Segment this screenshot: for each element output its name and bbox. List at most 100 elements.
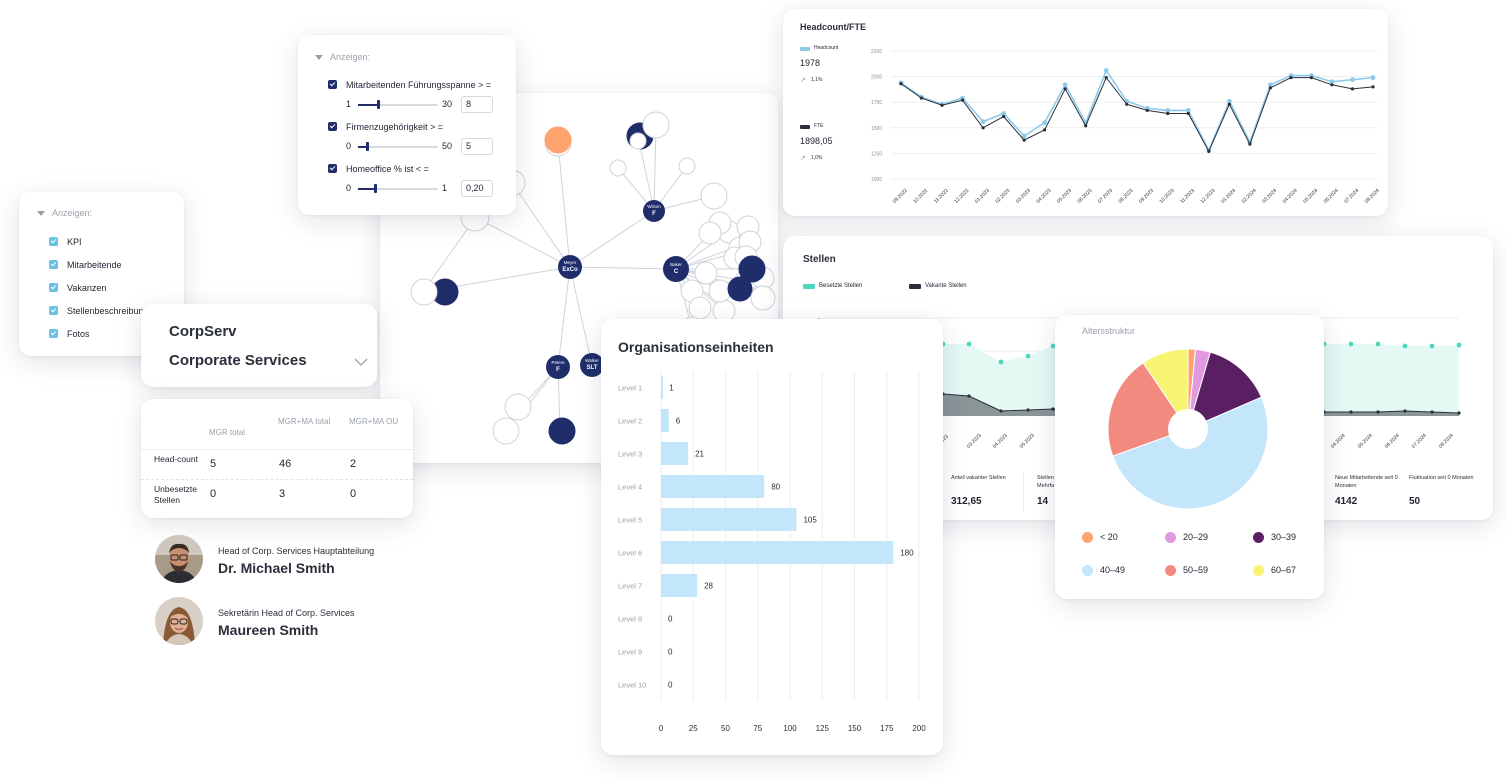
- series-point[interactable]: [1402, 343, 1408, 349]
- slider-filter-header[interactable]: Anzeigen:: [315, 52, 370, 62]
- pie-slice[interactable]: [1112, 396, 1269, 510]
- series-point[interactable]: [1289, 76, 1293, 80]
- checkbox-checked-icon[interactable]: [49, 283, 58, 293]
- series-point[interactable]: [1166, 111, 1170, 116]
- bar[interactable]: [661, 475, 765, 498]
- series-point[interactable]: [1226, 98, 1232, 104]
- series-point[interactable]: [967, 394, 971, 398]
- series-point[interactable]: [1248, 142, 1252, 146]
- series-point[interactable]: [1043, 128, 1047, 132]
- series-point[interactable]: [1350, 77, 1355, 83]
- network-node[interactable]: [678, 157, 696, 175]
- series-point[interactable]: [1050, 343, 1056, 349]
- bar[interactable]: [661, 376, 663, 399]
- network-node[interactable]: [629, 132, 647, 150]
- series-point[interactable]: [1042, 120, 1048, 126]
- bar[interactable]: [661, 574, 698, 597]
- series-point[interactable]: [1403, 409, 1407, 413]
- checkbox-checked-icon[interactable]: [49, 237, 58, 247]
- left-filter-item[interactable]: KPI: [49, 236, 82, 247]
- bar[interactable]: [661, 409, 669, 432]
- network-node[interactable]: [738, 255, 766, 283]
- bar[interactable]: [661, 508, 797, 531]
- pie-slice[interactable]: [1187, 351, 1263, 430]
- series-point[interactable]: [1227, 102, 1231, 106]
- series-point[interactable]: [1103, 68, 1109, 73]
- checkbox-checked-icon[interactable]: [328, 122, 337, 132]
- slider-filter-label-row[interactable]: Homeoffice % ist < =: [328, 163, 429, 174]
- network-node[interactable]: [410, 278, 438, 306]
- series-point[interactable]: [1002, 114, 1006, 119]
- series-point[interactable]: [1330, 83, 1334, 87]
- slider-thumb[interactable]: [377, 100, 381, 109]
- series-point[interactable]: [1185, 107, 1191, 113]
- series-point[interactable]: [1329, 79, 1335, 85]
- bar[interactable]: [661, 541, 894, 564]
- series-point[interactable]: [1165, 107, 1171, 113]
- series-point[interactable]: [1350, 87, 1355, 91]
- series-point[interactable]: [1051, 407, 1055, 411]
- slider-value-input[interactable]: 5: [461, 138, 493, 155]
- series-point[interactable]: [1207, 149, 1211, 153]
- pie-slice[interactable]: [1142, 348, 1189, 431]
- checkbox-checked-icon[interactable]: [328, 164, 337, 174]
- slider-value-input[interactable]: 0,20: [461, 180, 493, 197]
- series-point[interactable]: [1457, 411, 1461, 415]
- chevron-down-icon[interactable]: [354, 358, 368, 367]
- network-node[interactable]: [609, 159, 627, 177]
- network-node[interactable]: [698, 221, 722, 245]
- series-point[interactable]: [1267, 82, 1273, 88]
- checkbox-checked-icon[interactable]: [328, 80, 337, 90]
- slider-value-input[interactable]: 8: [461, 96, 493, 113]
- series-point[interactable]: [981, 126, 985, 130]
- series-point[interactable]: [1104, 76, 1108, 80]
- left-filter-item[interactable]: Fotos: [49, 328, 90, 339]
- series-point[interactable]: [1375, 341, 1381, 347]
- bar[interactable]: [661, 442, 689, 465]
- network-node[interactable]: [548, 417, 576, 445]
- network-node-walker[interactable]: Walker SLT: [580, 353, 604, 377]
- series-point[interactable]: [1430, 410, 1434, 414]
- series-point[interactable]: [1062, 82, 1068, 88]
- slider-thumb[interactable]: [374, 184, 377, 193]
- pie-slice[interactable]: [1107, 362, 1189, 457]
- series-point[interactable]: [1001, 111, 1007, 116]
- series-point[interactable]: [1309, 76, 1314, 80]
- network-node[interactable]: [727, 276, 753, 302]
- series-point[interactable]: [1376, 410, 1380, 414]
- series-point[interactable]: [1348, 341, 1354, 347]
- network-node[interactable]: [688, 296, 712, 320]
- series-point[interactable]: [1025, 353, 1031, 359]
- network-node[interactable]: [492, 417, 520, 445]
- left-filter-header[interactable]: Anzeigen:: [37, 208, 92, 218]
- series-point[interactable]: [998, 359, 1004, 365]
- left-filter-item[interactable]: Mitarbeitende: [49, 259, 122, 270]
- series-point[interactable]: [1370, 75, 1376, 81]
- series-point[interactable]: [966, 341, 972, 347]
- slider-filter-label-row[interactable]: Mitarbeitenden Führungsspanne > =: [328, 79, 491, 90]
- series-point[interactable]: [980, 119, 986, 125]
- series-point[interactable]: [1145, 108, 1149, 112]
- network-node[interactable]: [700, 182, 728, 210]
- series-point[interactable]: [1084, 124, 1088, 128]
- network-node[interactable]: [750, 285, 776, 311]
- range-slider[interactable]: [358, 142, 438, 151]
- series-point[interactable]: [919, 96, 924, 100]
- series-point[interactable]: [999, 409, 1003, 413]
- series-point[interactable]: [1349, 410, 1353, 414]
- network-node[interactable]: [544, 126, 572, 154]
- network-node-meyer[interactable]: Meyer ExCo: [558, 255, 582, 279]
- slider-thumb[interactable]: [366, 142, 369, 151]
- checkbox-checked-icon[interactable]: [49, 306, 58, 316]
- series-point[interactable]: [1125, 102, 1129, 106]
- series-point[interactable]: [1186, 111, 1190, 116]
- range-slider[interactable]: [358, 100, 438, 109]
- network-node[interactable]: [504, 393, 532, 421]
- series-point[interactable]: [1026, 408, 1030, 412]
- series-point[interactable]: [1021, 133, 1027, 139]
- checkbox-checked-icon[interactable]: [49, 260, 58, 270]
- range-slider[interactable]: [358, 184, 438, 193]
- series-point[interactable]: [940, 103, 944, 107]
- series-point[interactable]: [1063, 87, 1067, 91]
- network-node[interactable]: [642, 111, 670, 139]
